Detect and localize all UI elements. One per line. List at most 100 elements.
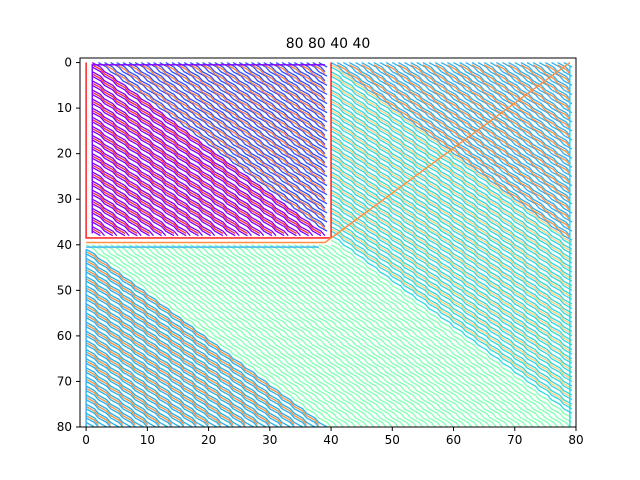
series-upper-left-blue-stroke	[189, 62, 326, 164]
series-lower-right-green-stroke	[330, 239, 573, 419]
series-mid-orange-stroke	[330, 146, 573, 326]
series-upper-right-orange-stroke	[532, 64, 571, 93]
series-upper-right-blue-stroke	[459, 62, 571, 146]
series-lower-right-green-stroke	[110, 244, 357, 427]
series-upper-left-red-stroke	[91, 64, 322, 234]
series-lower-right-green-stroke	[324, 244, 571, 427]
series-upper-right-orange-stroke	[336, 64, 571, 239]
series-upper-left-red-stroke	[91, 164, 187, 234]
y-tick-label: 20	[57, 147, 72, 161]
series-upper-left-purple-stroke	[91, 116, 252, 237]
series-upper-left-blue-stroke	[281, 62, 328, 95]
series-lower-left-orange-stroke	[85, 278, 283, 426]
series-mid-orange-stroke	[330, 82, 573, 262]
series-upper-left-blue-stroke	[140, 62, 326, 200]
series-upper-left-blue-stroke	[195, 62, 328, 159]
series-lower-right-green-stroke	[165, 244, 412, 427]
series-upper-right-orange	[336, 64, 571, 239]
series-lower-right-green-stroke	[122, 244, 369, 427]
series-upper-left-purple-stroke	[91, 226, 105, 237]
y-tick-label: 50	[57, 283, 72, 297]
series-upper-left-red-stroke	[91, 191, 150, 234]
series-upper-left-orange-stroke	[275, 64, 326, 102]
series-lower-left-blue-stroke	[85, 321, 230, 427]
series-mid-cyan-stroke	[330, 89, 573, 269]
series-mid-orange-stroke	[330, 100, 573, 280]
series-lower-left-orange-stroke	[85, 378, 148, 426]
series-upper-left-purple-stroke	[91, 162, 191, 237]
series-upper-left-red-stroke	[91, 137, 224, 234]
series-upper-left-purple-stroke	[91, 125, 240, 237]
series-upper-left-blue-stroke	[275, 62, 326, 100]
series-mid-cyan-stroke	[330, 230, 573, 410]
series-upper-left-blue-stroke	[214, 62, 326, 146]
series-upper-right-orange-stroke	[422, 64, 571, 175]
series-mid-orange-stroke	[330, 210, 573, 389]
x-tick-label: 70	[507, 433, 522, 447]
series-upper-left-purple-stroke	[91, 216, 118, 237]
series-mid-cyan-stroke	[330, 98, 573, 278]
series-mid-cyan-stroke	[330, 66, 573, 246]
series-upper-left-purple	[91, 62, 326, 237]
series-lower-left-orange-stroke	[85, 369, 161, 426]
series-lower-left-blue-stroke	[85, 280, 283, 427]
series-upper-left-purple-stroke	[91, 185, 163, 237]
series-mid-cyan-stroke	[330, 144, 573, 323]
x-tick-label: 40	[323, 433, 338, 447]
series-upper-left-blue-stroke	[244, 62, 328, 123]
series-upper-left-blue-stroke	[312, 62, 326, 73]
series-upper-left-blue-stroke	[202, 62, 326, 155]
series-mid-cyan-stroke	[330, 203, 573, 382]
x-tick-label: 0	[82, 433, 90, 447]
series-upper-left-blue-stroke	[153, 62, 326, 191]
series-mid-orange-stroke	[330, 73, 573, 253]
series-lower-right-green-stroke	[263, 244, 510, 427]
series-upper-left-purple-stroke	[91, 221, 114, 237]
series-lower-left-orange-stroke	[85, 360, 173, 426]
series-upper-left-orange-stroke	[287, 64, 326, 93]
chart-title: 80 80 40 40	[286, 36, 371, 52]
series-lower-left-blue-stroke	[85, 339, 205, 427]
series-lower-left-blue-stroke	[85, 362, 173, 427]
series-mid-cyan-stroke	[330, 235, 573, 414]
series-upper-right-blue-stroke	[508, 62, 571, 109]
series-mid-cyan-stroke	[330, 157, 573, 337]
series-lower-left-blue-stroke	[85, 353, 185, 427]
series-lower-right-green-stroke	[330, 244, 573, 423]
series-upper-right-orange-stroke	[434, 64, 571, 166]
series-lower-left-blue-stroke	[85, 289, 271, 427]
series-lower-left-orange-stroke	[85, 387, 136, 426]
series-lower-left-blue-stroke	[85, 403, 120, 427]
series-upper-left-orange-stroke	[140, 64, 326, 202]
series-upper-left-red-stroke	[91, 219, 114, 234]
series-mid-cyan-stroke	[330, 153, 573, 332]
series-upper-left-purple-stroke	[91, 144, 216, 237]
series-upper-left-red-stroke	[91, 73, 310, 234]
series-lower-left-blue-stroke	[85, 371, 161, 427]
series-upper-right-orange-stroke	[545, 64, 571, 84]
series-lower-left-blue-stroke	[85, 267, 303, 427]
series-lower-right-green-stroke	[244, 244, 491, 427]
axes-frame	[79, 57, 577, 428]
series-upper-right-orange-stroke	[459, 64, 571, 148]
series-upper-right-blue-stroke	[410, 62, 571, 182]
series-lower-left-blue-stroke	[85, 390, 136, 427]
series-mid-cyan-stroke	[330, 103, 573, 282]
series-upper-right-blue-stroke	[416, 62, 573, 177]
series-mid-cyan-stroke	[330, 125, 573, 305]
series-mid-cyan-stroke	[330, 112, 573, 291]
series-upper-left-red-stroke	[91, 118, 248, 234]
series-mid-orange	[330, 64, 573, 408]
y-tick-label: 10	[57, 101, 72, 115]
series-upper-left-purple-stroke	[91, 207, 130, 237]
series-upper-left-purple-stroke	[91, 230, 101, 237]
series-mid-orange-stroke	[330, 200, 573, 380]
series-mid-cyan-stroke	[330, 93, 573, 273]
series-lower-left-orange-stroke	[85, 269, 295, 426]
series-mid-orange-stroke	[330, 155, 573, 335]
series-lower-right-green-stroke	[293, 244, 540, 427]
series-upper-left-purple-stroke	[91, 194, 150, 237]
series-lower-left-blue-stroke	[85, 408, 112, 427]
series-lower-right-green-stroke	[226, 244, 473, 427]
series-lower-right-green-stroke	[300, 244, 546, 427]
